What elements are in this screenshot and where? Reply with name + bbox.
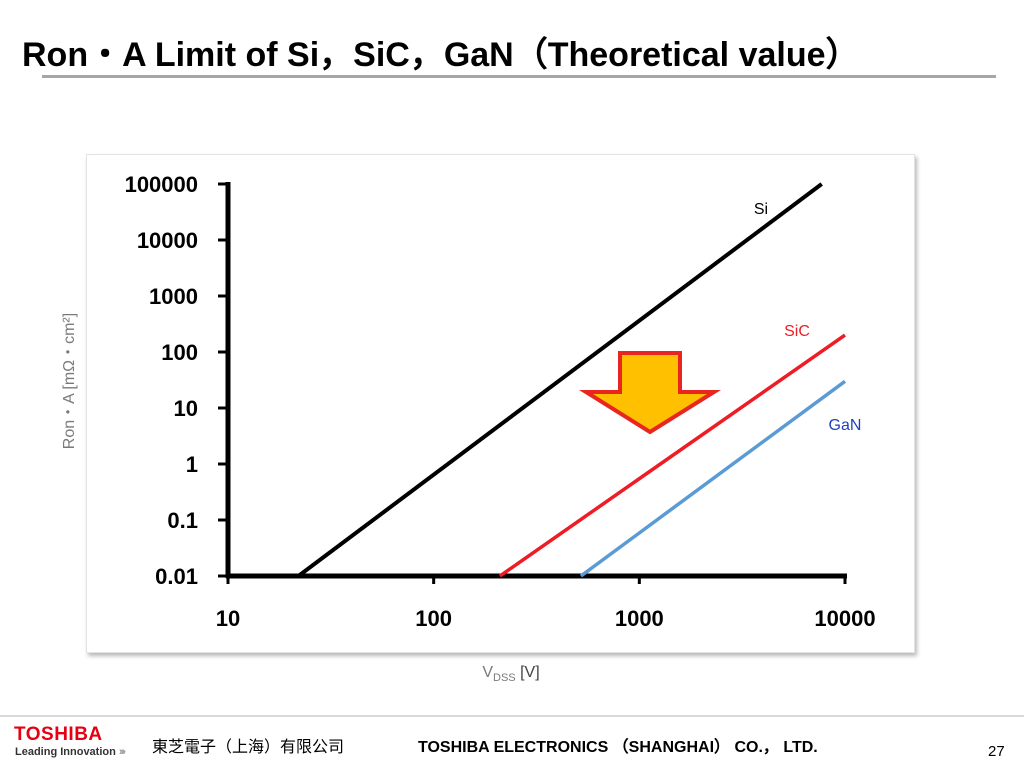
- y-tick-label: 100000: [125, 172, 198, 197]
- series-sic-line: [498, 333, 847, 578]
- page-number: 27: [988, 743, 1005, 760]
- x-tick-label: 100: [415, 606, 452, 631]
- tagline: Leading Innovation ›››: [15, 746, 126, 758]
- slide-title: Ron・A Limit of Si，SiC，GaN（Theoretical va…: [22, 36, 860, 74]
- y-tick-label: 0.01: [155, 564, 198, 589]
- y-tick-label: 10000: [137, 228, 198, 253]
- title-divider: [42, 75, 996, 78]
- y-tick-label: 0.1: [167, 508, 198, 533]
- x-axis-label-subscript: DSS: [493, 672, 516, 685]
- down-arrow-icon: [579, 351, 721, 435]
- chevron-right-icon: ›››: [118, 746, 126, 758]
- toshiba-logo: TOSHIBA: [14, 724, 103, 745]
- x-tick-label: 10: [216, 606, 240, 631]
- tagline-text: Leading Innovation: [15, 746, 116, 758]
- x-axis-label: VDSS [V]: [482, 664, 539, 684]
- series-label-si: Si: [754, 201, 768, 218]
- series-si-line: [297, 182, 823, 578]
- company-name-en: TOSHIBA ELECTRONICS （SHANGHAI） CO.， LTD.: [418, 739, 818, 756]
- series-gan-line: [579, 379, 847, 578]
- x-tick-label: 10000: [814, 606, 875, 631]
- y-tick-label: 1: [186, 452, 198, 477]
- x-axis-label-main: V: [482, 664, 494, 681]
- chart-frame: [86, 154, 915, 653]
- x-axis-label-unit: [V]: [520, 664, 540, 681]
- y-tick-label: 100: [161, 340, 198, 365]
- footer-divider: [0, 715, 1024, 717]
- y-axis-label: Ron・A [mΩ・cm²]: [61, 312, 78, 450]
- series-label-sic: SiC: [784, 323, 810, 340]
- x-tick-label: 1000: [615, 606, 664, 631]
- company-name-cn: 東芝電子（上海）有限公司: [152, 739, 345, 756]
- y-tick-label: 1000: [149, 284, 198, 309]
- y-tick-label: 10: [174, 396, 198, 421]
- series-label-gan: GaN: [829, 417, 862, 434]
